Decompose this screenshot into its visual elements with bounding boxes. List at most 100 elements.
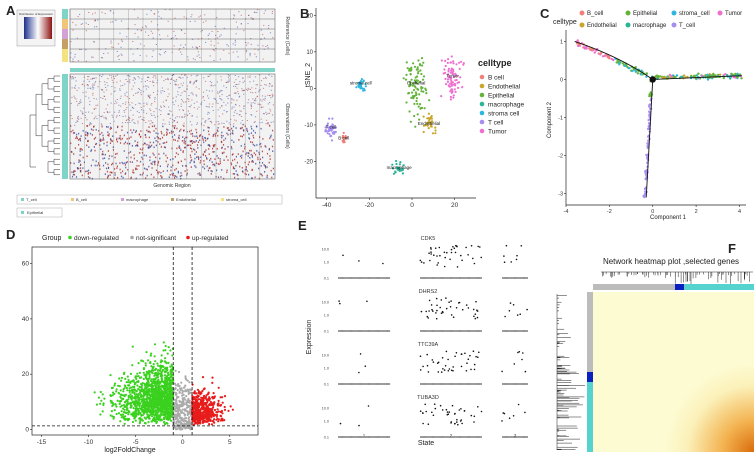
cnv-cell — [186, 169, 188, 171]
observation-heatmap — [69, 74, 275, 180]
up-regulated-point — [195, 402, 198, 405]
tsne-point — [448, 85, 452, 88]
down-regulated-point — [164, 395, 167, 398]
expression-floor-point — [425, 277, 427, 279]
tsne-point — [431, 132, 435, 135]
up-regulated-point — [211, 408, 214, 411]
cnv-cell — [172, 125, 174, 127]
cnv-cell — [155, 156, 157, 159]
cnv-cell — [194, 135, 196, 138]
cnv-cell — [165, 160, 167, 163]
cnv-cell — [243, 80, 246, 82]
expression-floor-point — [339, 277, 341, 279]
cnv-cell — [233, 99, 235, 101]
cnv-cell — [235, 120, 237, 122]
tsne-point — [413, 102, 416, 105]
cnv-cell — [253, 136, 255, 139]
down-regulated-point — [126, 389, 129, 392]
down-regulated-point — [165, 406, 168, 409]
down-regulated-point — [150, 391, 153, 394]
cnv-cell — [107, 104, 109, 106]
down-regulated-point — [159, 374, 162, 378]
cnv-cell — [85, 111, 87, 113]
cnv-cell — [109, 111, 111, 113]
cnv-cell — [75, 137, 77, 140]
down-regulated-point — [130, 413, 133, 416]
cnv-cell — [207, 137, 209, 140]
down-regulated-point — [154, 400, 157, 403]
expression-floor-point — [520, 277, 521, 279]
cnv-cell — [263, 48, 265, 50]
tsne-point — [415, 79, 419, 82]
tsne-point — [328, 117, 331, 120]
cnv-cell — [151, 122, 153, 124]
cnv-cell — [139, 148, 141, 150]
expression-point — [449, 258, 451, 261]
cnv-cell — [131, 120, 133, 122]
cnv-cell — [205, 20, 207, 22]
cnv-cell — [89, 123, 91, 125]
cnv-cell — [170, 169, 172, 172]
cnv-cell — [105, 116, 107, 118]
cnv-cell — [134, 77, 136, 79]
down-regulated-point — [152, 363, 155, 366]
cnv-cell — [136, 165, 138, 167]
cnv-cell — [196, 144, 199, 146]
down-regulated-point — [169, 400, 172, 403]
cnv-cell — [257, 156, 259, 159]
cnv-cell — [140, 29, 142, 31]
cnv-cell — [115, 116, 118, 118]
cnv-cell — [77, 60, 80, 62]
cnv-cell — [172, 174, 174, 176]
cnv-cell — [210, 170, 212, 172]
cnv-cell — [194, 149, 196, 151]
down-regulated-point — [151, 381, 154, 384]
cnv-cell — [122, 116, 124, 117]
down-regulated-point — [147, 385, 150, 388]
cnv-cell — [95, 107, 97, 109]
cnv-cell — [167, 129, 169, 131]
cnv-cell — [180, 103, 182, 105]
cnv-cell — [262, 34, 264, 36]
cnv-cell — [110, 139, 112, 141]
cnv-cell — [86, 155, 88, 158]
down-regulated-point — [147, 407, 150, 410]
down-regulated-point — [172, 379, 175, 382]
cnv-cell — [216, 129, 218, 132]
cnv-cell — [242, 150, 244, 153]
expression-point — [436, 255, 438, 257]
up-regulated-point — [201, 376, 205, 379]
cnv-cell — [101, 139, 103, 141]
cnv-cell — [70, 125, 72, 127]
cnv-cell — [212, 103, 214, 105]
cnv-cell — [113, 177, 115, 179]
cnv-cell — [91, 134, 93, 136]
cnv-cell — [217, 31, 219, 32]
cnv-cell — [142, 172, 144, 174]
down-regulated-point — [125, 381, 128, 384]
cnv-cell — [184, 115, 186, 117]
expression-floor-point — [382, 277, 383, 279]
cnv-cell — [192, 46, 194, 48]
cnv-cell — [243, 134, 245, 136]
cnv-cell — [187, 110, 189, 112]
cnv-cell — [153, 146, 155, 149]
cnv-cell — [202, 96, 204, 97]
cnv-cell — [83, 161, 85, 164]
trajectory-point — [736, 76, 739, 79]
not-significant-point — [179, 427, 183, 430]
down-regulated-point — [149, 409, 152, 412]
x-tick-label: 0 — [181, 439, 185, 446]
cnv-cell — [233, 115, 235, 117]
cnv-cell — [172, 119, 174, 120]
not-significant-point — [179, 388, 182, 392]
cnv-cell — [152, 92, 155, 93]
up-regulated-point — [205, 398, 209, 402]
cnv-cell — [86, 144, 88, 147]
expression-floor-point — [513, 277, 515, 279]
cnv-cell — [112, 146, 114, 148]
cnv-cell — [101, 57, 103, 59]
cnv-cell — [186, 98, 189, 100]
up-regulated-point — [204, 397, 207, 400]
